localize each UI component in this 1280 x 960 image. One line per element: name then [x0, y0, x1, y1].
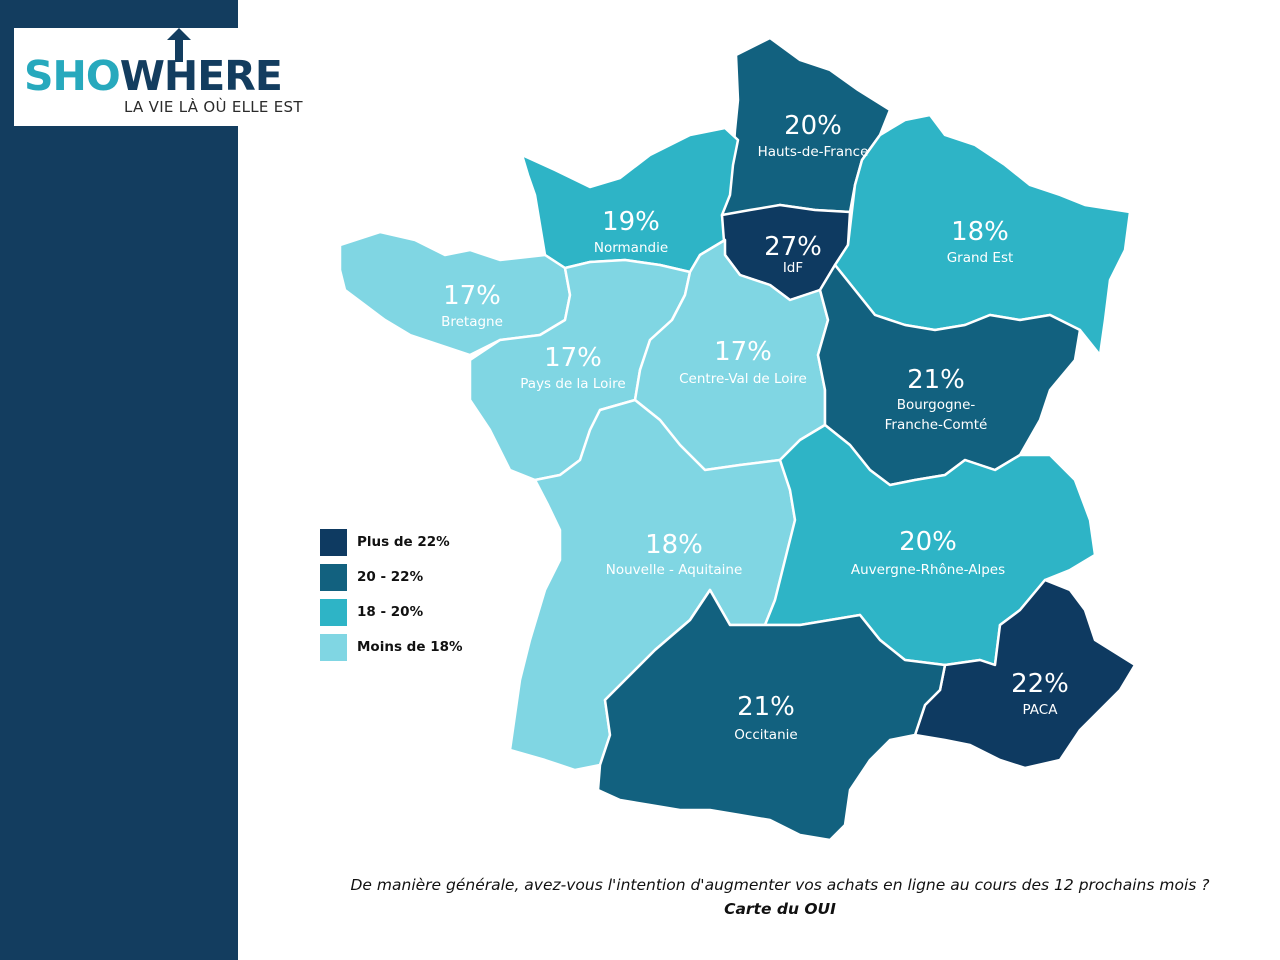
region-name: Auvergne-Rhône-Alpes: [851, 562, 1005, 578]
legend-item: 20 - 22%: [320, 563, 463, 591]
region-value: 21%: [737, 692, 795, 722]
region-paca: [913, 578, 1137, 770]
logo: SHOWHERE LA VIE LÀ OÙ ELLE EST: [14, 28, 332, 126]
region-name: Pays de la Loire: [520, 376, 625, 392]
legend-label: Moins de 18%: [357, 639, 463, 655]
legend: Plus de 22% 20 - 22% 18 - 20% Moins de 1…: [320, 528, 463, 668]
map-subtitle: Carte du OUI: [724, 900, 836, 918]
region-name: Grand Est: [947, 250, 1014, 266]
region-value: 18%: [951, 217, 1009, 247]
survey-question: De manière générale, avez-vous l'intenti…: [350, 876, 1210, 894]
region-name: Nouvelle - Aquitaine: [606, 562, 743, 578]
region-name: Bourgogne-: [897, 397, 976, 413]
region-value: 18%: [645, 530, 703, 560]
sidebar: SHOWHERE LA VIE LÀ OÙ ELLE EST: [0, 0, 332, 960]
region-name: Centre-Val de Loire: [679, 371, 807, 387]
legend-label: 20 - 22%: [357, 569, 424, 585]
region-value: 21%: [907, 365, 965, 395]
legend-swatch: [320, 598, 347, 626]
logo-brand-light: SHO: [24, 52, 121, 100]
logo-brand-dark: WHERE: [119, 52, 283, 100]
region-value: 20%: [784, 111, 842, 141]
legend-item: Moins de 18%: [320, 633, 463, 661]
legend-item: 18 - 20%: [320, 598, 463, 626]
region-name: Normandie: [594, 240, 668, 256]
region-name: PACA: [1023, 702, 1059, 718]
region-name: IdF: [783, 260, 803, 276]
region-name: Occitanie: [734, 727, 797, 743]
logo-wordmark: SHOWHERE: [24, 52, 283, 100]
region-value: 20%: [899, 527, 957, 557]
region-occitanie: [596, 588, 947, 842]
legend-item: Plus de 22%: [320, 528, 463, 556]
region-name-line2: Franche-Comté: [885, 417, 988, 433]
legend-label: 18 - 20%: [357, 604, 424, 620]
region-value: 17%: [544, 343, 602, 373]
legend-swatch: [320, 528, 347, 556]
region-value: 22%: [1011, 669, 1069, 699]
region-value: 17%: [714, 337, 772, 367]
region-name: Hauts-de-France: [758, 144, 869, 160]
region-value: 17%: [443, 281, 501, 311]
region-value: 27%: [764, 232, 822, 262]
logo-tagline: LA VIE LÀ OÙ ELLE EST: [124, 98, 303, 116]
legend-swatch: [320, 633, 347, 661]
legend-swatch: [320, 563, 347, 591]
region-name: Bretagne: [441, 314, 503, 330]
region-value: 19%: [602, 207, 660, 237]
legend-label: Plus de 22%: [357, 534, 450, 550]
arrow-up-icon: [167, 28, 191, 62]
